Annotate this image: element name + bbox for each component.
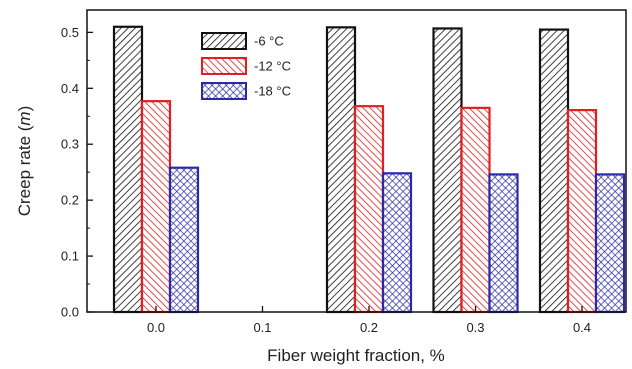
y-tick-label: 0.3 (61, 137, 79, 152)
y-tick-label: 0.0 (61, 305, 79, 320)
bar-0.2-series-1 (353, 105, 385, 314)
bar-0.4-series-0 (538, 28, 570, 314)
bar-0.4-series-2 (594, 173, 626, 314)
y-axis-label-prefix: Creep rate ( (15, 125, 34, 216)
y-axis-ticks: 0.0 0.1 0.2 0.3 0.4 0.5 (61, 25, 93, 320)
bars-group (112, 25, 626, 314)
y-tick-label: 0.4 (61, 81, 79, 96)
legend: -6 °C -12 °C -18 °C (201, 32, 291, 100)
bar-0.4-series-1 (566, 109, 598, 314)
y-tick-label: 0.1 (61, 249, 79, 264)
y-axis-label-suffix: ) (15, 106, 34, 112)
y-axis-label-variable: m (15, 111, 34, 125)
legend-swatch (201, 57, 247, 75)
legend-label: -18 °C (254, 84, 291, 99)
x-tick-label: 0.2 (360, 320, 378, 335)
x-tick-label: 0.4 (573, 320, 591, 335)
legend-label: -6 °C (254, 34, 284, 49)
bar-0.0-series-0 (112, 25, 144, 314)
bar-0.0-series-1 (140, 100, 172, 314)
y-axis-label: Creep rate (m) (15, 106, 34, 217)
legend-swatch (201, 82, 247, 100)
bar-0.2-series-2 (381, 172, 413, 314)
bar-0.3-series-2 (488, 173, 519, 314)
legend-label: -12 °C (254, 59, 291, 74)
x-axis-label: Fiber weight fraction, % (267, 346, 445, 365)
bar-0.3-series-0 (432, 27, 463, 314)
x-tick-label: 0.3 (466, 320, 484, 335)
x-tick-label: 0.1 (253, 320, 271, 335)
x-axis-ticks: 0.0 0.1 0.2 0.3 0.4 (147, 306, 591, 335)
x-tick-label: 0.0 (147, 320, 165, 335)
bar-0.3-series-1 (460, 106, 491, 314)
plot-frame (86, 9, 627, 313)
y-tick-label: 0.2 (61, 193, 79, 208)
y-tick-label: 0.5 (61, 25, 79, 40)
bar-0.2-series-0 (325, 26, 357, 314)
bar-0.0-series-2 (168, 166, 200, 314)
legend-swatch (201, 32, 247, 50)
